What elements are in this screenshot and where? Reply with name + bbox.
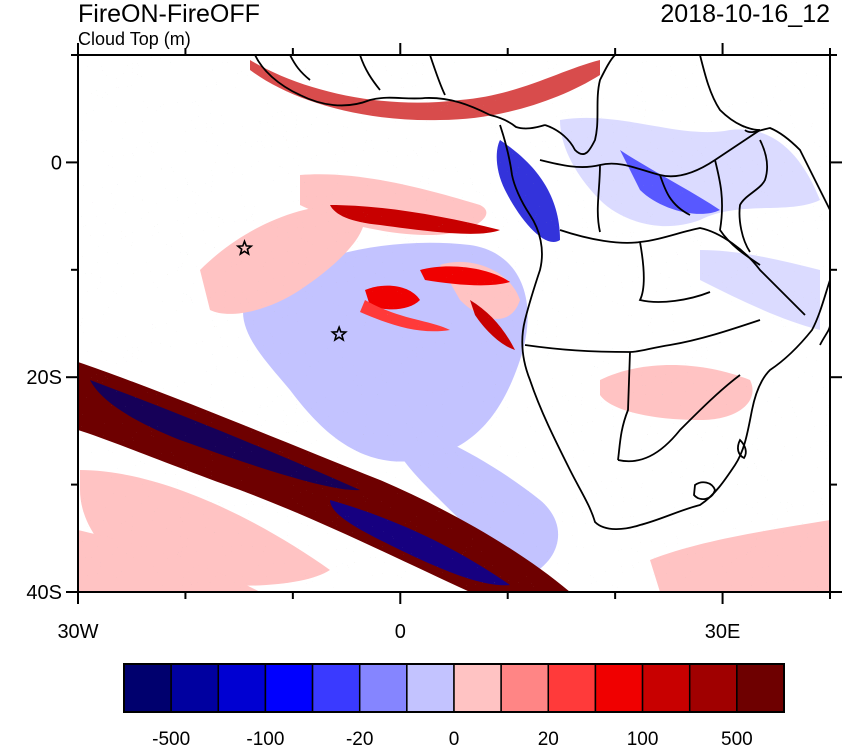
colorbar-swatch [500,663,550,713]
colorbar-label: 100 [627,729,659,747]
colorbar-swatch [547,663,597,713]
colorbar-label: 500 [721,729,753,747]
colorbar-swatch [406,663,455,713]
colorbar-swatch [641,663,691,713]
y-tick-label: 40S [26,582,62,604]
colorbar-swatch [311,663,361,713]
colorbar-swatch [170,663,220,713]
star-marker [235,239,254,256]
colorbar-swatch [358,663,408,713]
plot-datetime: 2018-10-16_12 [660,0,830,28]
x-tick-label: 0 [395,621,406,643]
colorbar-label: -100 [246,729,284,747]
colorbar-swatch [594,663,644,713]
cloud-top-difference-field [78,55,830,592]
map-axes: 30W 0 30E 0 20S 40S [26,43,842,643]
y-tick-label: 0 [51,152,62,174]
colorbar-label: -500 [152,729,190,747]
colorbar-label: -20 [346,729,373,747]
y-tick-label: 20S [26,367,62,389]
coastlines-and-borders [254,55,830,531]
colorbar-swatch [123,663,172,713]
colorbar-swatch [453,663,502,713]
colorbar-frame [123,663,785,713]
plot-title: FireON-FireOFF [78,0,260,28]
map-frame [77,54,831,593]
plot-subtitle: Cloud Top (m) [78,29,191,49]
colorbar: -500 -100 -20 0 20 100 500 [123,663,785,747]
x-tick-label: 30W [57,621,98,643]
colorbar-label: 20 [538,729,559,747]
x-tick-label: 30E [705,621,741,643]
colorbar-swatch [688,663,738,713]
star-marker [330,324,348,342]
map-area [78,55,830,592]
colorbar-swatch [736,663,785,713]
colorbar-swatch [264,663,314,713]
station-markers [235,239,348,342]
colorbar-label: 0 [449,729,460,747]
colorbar-swatch [217,663,267,713]
